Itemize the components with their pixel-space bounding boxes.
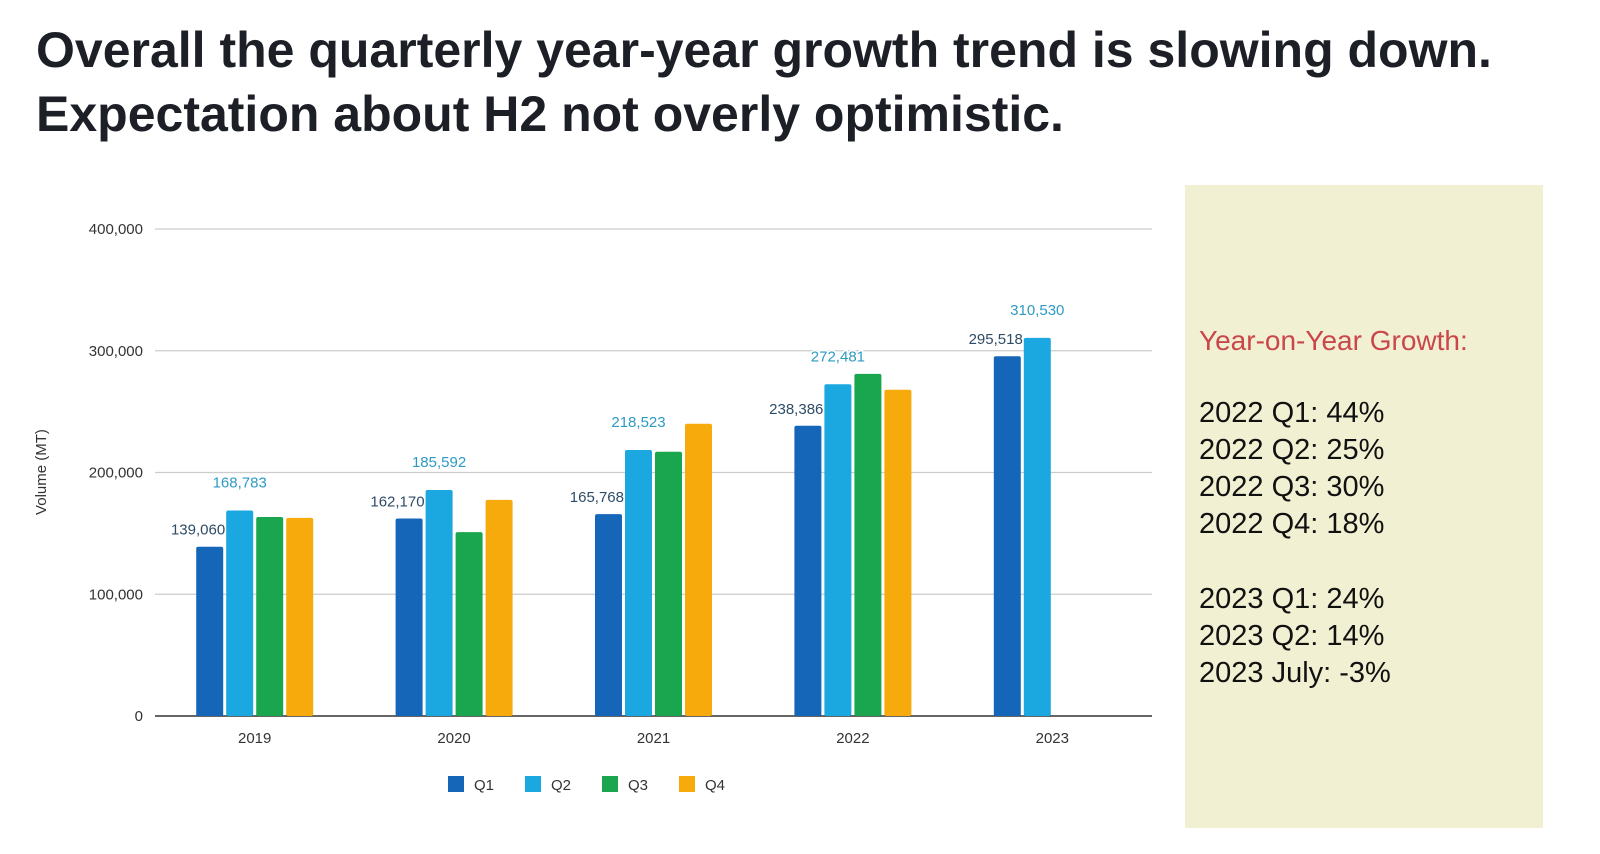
growth-item: 2022 Q2: 25%	[1199, 434, 1385, 466]
bar-q4-2022	[884, 389, 912, 716]
x-tick-label: 2021	[637, 730, 670, 747]
legend-swatch-q3	[602, 776, 618, 792]
data-label: 168,783	[213, 475, 267, 492]
legend-label: Q3	[628, 777, 648, 794]
y-tick-label: 0	[135, 708, 143, 725]
legend-swatch-q4	[679, 776, 695, 792]
y-tick-label: 200,000	[89, 465, 143, 482]
x-tick-label: 2022	[836, 730, 869, 747]
bar-q3-2021	[655, 451, 682, 716]
bar-q2-2019	[226, 510, 254, 716]
data-label: 238,386	[769, 401, 823, 418]
growth-item: 2023 Q1: 24%	[1199, 583, 1385, 615]
y-tick-label: 400,000	[89, 221, 143, 238]
growth-item: 2022 Q3: 30%	[1199, 471, 1385, 503]
bar-q1-2023	[993, 356, 1021, 716]
bar-q1-2019	[196, 546, 224, 716]
growth-panel: Year-on-Year Growth: 2022 Q1: 44% 2022 Q…	[1185, 185, 1543, 828]
bar-q3-2022	[854, 373, 882, 716]
bar-q2-2021	[625, 449, 652, 716]
x-tick-label: 2019	[238, 730, 271, 747]
x-tick-label: 2020	[437, 730, 470, 747]
data-label: 162,170	[370, 494, 424, 511]
legend-label: Q1	[474, 777, 494, 794]
bar-chart: 0 100,000 200,000 300,000 400,000 Volume (MT)…	[33, 221, 1152, 794]
legend-swatch-q1	[448, 776, 464, 792]
bar-q2-2022	[824, 384, 852, 716]
data-label: 165,768	[570, 489, 624, 506]
growth-item: 2022 Q4: 18%	[1199, 508, 1385, 540]
bar-q1-2021	[595, 514, 622, 716]
data-label: 185,592	[412, 454, 466, 471]
bar-q1-2020	[395, 518, 423, 716]
bar-q4-2019	[286, 517, 314, 716]
y-tick-label: 100,000	[89, 586, 143, 603]
bar-q3-2020	[455, 532, 483, 716]
growth-heading: Year-on-Year Growth:	[1199, 325, 1468, 356]
data-label: 310,530	[1010, 302, 1064, 319]
slide-title: Overall the quarterly year-year growth t…	[36, 22, 1492, 142]
bar-q3-2019	[256, 516, 284, 716]
legend-label: Q4	[705, 777, 725, 794]
data-label: 139,060	[171, 522, 225, 539]
growth-item: 2023 July: -3%	[1199, 657, 1391, 689]
growth-item: 2023 Q2: 14%	[1199, 620, 1385, 652]
bar-q4-2020	[485, 499, 513, 716]
data-label: 218,523	[611, 414, 665, 431]
bar-q4-2021	[685, 423, 712, 716]
bar-q1-2022	[794, 425, 822, 716]
legend-swatch-q2	[525, 776, 541, 792]
x-tick-label: 2023	[1036, 730, 1069, 747]
y-tick-label: 300,000	[89, 343, 143, 360]
growth-item: 2022 Q1: 44%	[1199, 397, 1385, 429]
bar-q2-2020	[425, 490, 453, 716]
y-axis-label: Volume (MT)	[33, 429, 50, 515]
data-label: 295,518	[969, 331, 1023, 348]
legend-label: Q2	[551, 777, 571, 794]
bar-q2-2023	[1023, 337, 1051, 716]
data-label: 272,481	[811, 348, 865, 365]
